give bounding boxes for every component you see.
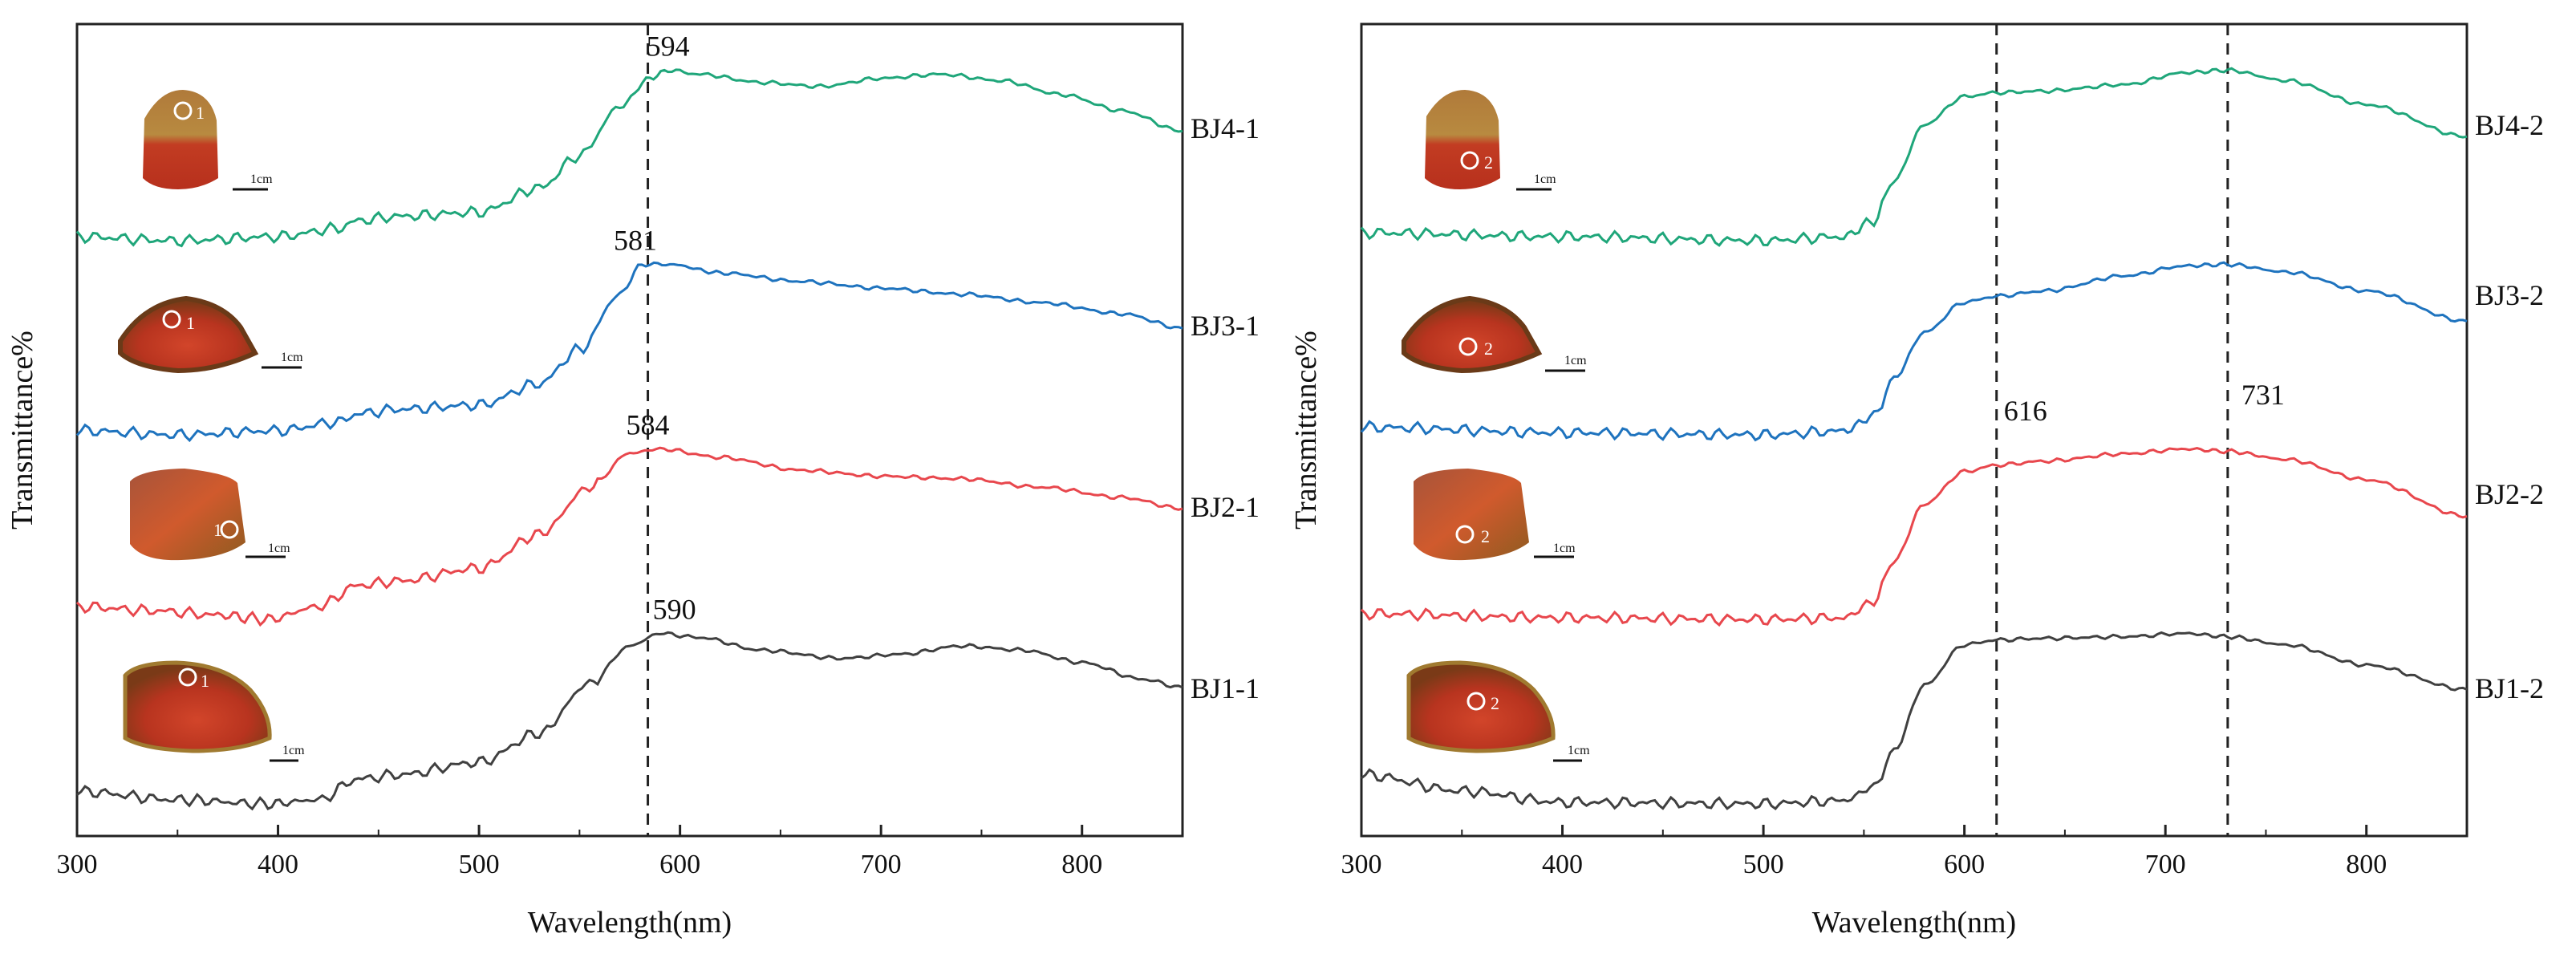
x-tick-label: 500	[459, 850, 500, 879]
series-label: BJ1-2	[2475, 672, 2544, 704]
peak-label: 731	[2241, 379, 2285, 411]
sample-photo-bj2-2	[1414, 469, 1574, 561]
peak-label: 581	[614, 225, 657, 257]
scale-bar-label: 1cm	[1534, 172, 1556, 186]
peak-label: 616	[2004, 395, 2047, 427]
series-lines	[1360, 67, 2468, 811]
scale-bar-label: 1cm	[1568, 744, 1590, 757]
series-line-bj3-2	[1360, 261, 2468, 442]
plot-frame	[75, 22, 1184, 838]
series-line-bj2-1	[75, 446, 1183, 627]
sample-photo-bj3-2	[1402, 295, 1585, 374]
sample-photo-bj1-1	[123, 660, 298, 762]
x-axis-ticks: 300 400 500 600 700 800	[1341, 825, 2387, 879]
x-tick-label: 400	[258, 850, 298, 879]
sample-photo-bj4-1	[143, 90, 268, 191]
series-labels: BJ4-1 BJ3-1 BJ2-1 BJ1-1	[1191, 112, 1260, 704]
measure-spot-number: 1	[201, 671, 209, 691]
x-tick-label: 300	[57, 850, 98, 879]
measure-spot-number: 2	[1484, 152, 1493, 172]
measure-spot-number: 1	[186, 313, 195, 333]
measure-spot-icon	[220, 520, 239, 539]
measure-spot-icon	[1460, 151, 1479, 170]
x-axis-ticks: 300 400 500 600 700 800	[57, 825, 1102, 879]
series-label: BJ3-1	[1191, 310, 1260, 342]
peak-label: 584	[627, 409, 670, 441]
series-label: BJ4-2	[2475, 109, 2544, 141]
y-axis-title: Transmittance%	[1289, 331, 1323, 530]
right-panel: 300 400 500 600 700 800 616 731 BJ4-2 BJ3-2 BJ2-…	[1289, 22, 2544, 940]
series-lines	[75, 68, 1183, 811]
sample-photo-bj3-1	[118, 295, 302, 374]
measure-spot-icon	[173, 101, 193, 120]
series-label: BJ3-2	[2475, 279, 2544, 311]
peak-labels: 594 581 584 590	[614, 30, 696, 626]
x-tick-label: 800	[2346, 850, 2387, 879]
sample-photo-bj4-2	[1425, 90, 1552, 191]
x-tick-label: 300	[1341, 850, 1382, 879]
x-tick-label: 800	[1061, 850, 1102, 879]
measure-spot-number: 1	[213, 520, 222, 540]
x-tick-label: 700	[2145, 850, 2186, 879]
series-line-bj4-1	[75, 68, 1183, 248]
series-label: BJ1-1	[1191, 672, 1260, 704]
peak-labels: 616 731	[2004, 379, 2285, 427]
measure-spot-icon	[1466, 692, 1486, 711]
measure-spot-number: 2	[1484, 339, 1493, 359]
sample-photo-bj1-2	[1406, 660, 1582, 762]
scale-bar-label: 1cm	[268, 542, 290, 555]
plot-frame	[1360, 22, 2468, 838]
measure-spot-icon	[162, 310, 181, 329]
scale-bar-label: 1cm	[1564, 354, 1587, 367]
scale-bar-label: 1cm	[281, 351, 303, 364]
left-panel: 300 400 500 600 700 800 594 581 584 590 BJ4-1 BJ3…	[6, 22, 1260, 940]
series-line-bj1-1	[76, 631, 1183, 811]
series-label: BJ2-2	[2475, 478, 2544, 510]
series-line-bj1-2	[1361, 631, 2468, 811]
series-line-bj4-2	[1360, 67, 2468, 247]
x-tick-label: 500	[1743, 850, 1784, 879]
series-line-bj2-2	[1360, 446, 2468, 627]
scale-bar-label: 1cm	[1553, 542, 1576, 555]
measure-spot-icon	[1455, 525, 1475, 544]
measure-spot-number: 2	[1481, 526, 1490, 546]
series-label: BJ2-1	[1191, 491, 1260, 523]
reference-lines	[1995, 24, 2229, 836]
series-labels: BJ4-2 BJ3-2 BJ2-2 BJ1-2	[2475, 109, 2544, 704]
x-tick-label: 700	[861, 850, 902, 879]
x-tick-label: 400	[1542, 850, 1583, 879]
x-axis-title: Wavelength(nm)	[528, 906, 732, 940]
sample-photo-bj2-1	[130, 469, 286, 561]
series-line-bj3-1	[75, 261, 1183, 443]
scale-bar-label: 1cm	[250, 172, 273, 186]
measure-spot-number: 1	[196, 103, 205, 123]
peak-label: 594	[647, 30, 690, 63]
y-axis-title: Transmittance%	[6, 331, 39, 530]
x-axis-title: Wavelength(nm)	[1812, 906, 2016, 940]
x-tick-label: 600	[1944, 850, 1985, 879]
x-tick-label: 600	[659, 850, 700, 879]
peak-label: 590	[653, 594, 696, 626]
scale-bar-label: 1cm	[282, 744, 305, 757]
measure-spot-icon	[178, 668, 197, 687]
series-label: BJ4-1	[1191, 112, 1260, 144]
measure-spot-icon	[1458, 337, 1478, 356]
measure-spot-number: 2	[1491, 693, 1499, 713]
